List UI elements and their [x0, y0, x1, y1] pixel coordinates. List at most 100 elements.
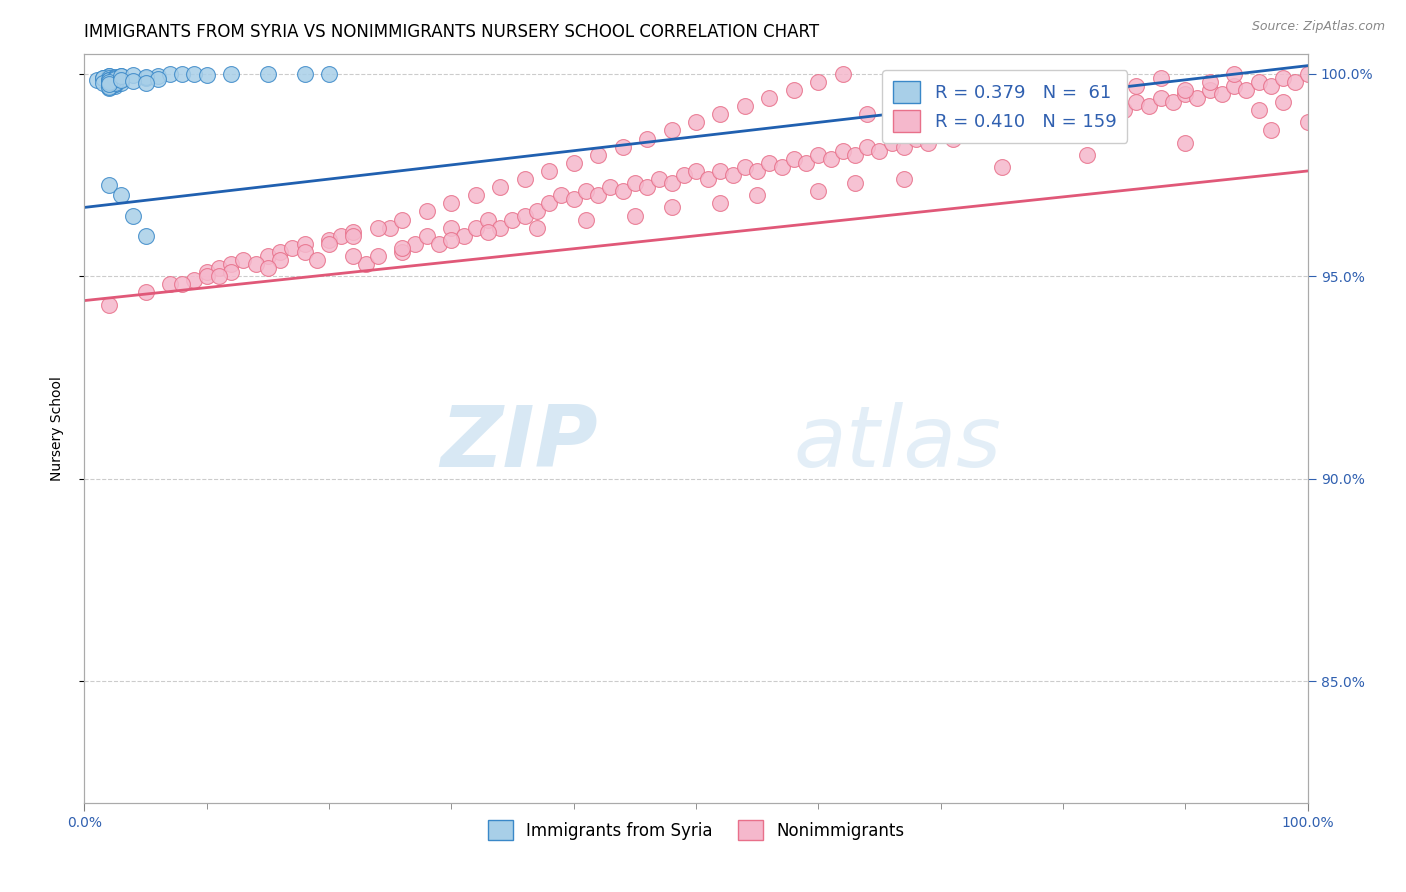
Point	[380, 220, 402, 235]
Point	[146, 71, 169, 86]
Point	[1125, 95, 1147, 109]
Point	[318, 67, 340, 81]
Point	[477, 212, 499, 227]
Point	[820, 152, 842, 166]
Point	[697, 172, 720, 186]
Point	[257, 261, 280, 276]
Point	[245, 257, 267, 271]
Point	[318, 233, 340, 247]
Point	[783, 83, 806, 97]
Point	[440, 233, 463, 247]
Point	[807, 184, 830, 198]
Point	[1101, 99, 1123, 113]
Point	[1028, 87, 1050, 101]
Point	[97, 178, 120, 193]
Point	[208, 261, 231, 276]
Point	[172, 67, 194, 81]
Point	[1125, 78, 1147, 93]
Point	[1296, 115, 1319, 129]
Point	[575, 184, 598, 198]
Point	[831, 144, 853, 158]
Point	[294, 236, 316, 251]
Point	[538, 196, 561, 211]
Point	[1211, 87, 1233, 101]
Point	[794, 156, 817, 170]
Text: ZIP: ZIP	[440, 401, 598, 484]
Point	[159, 277, 181, 292]
Point	[489, 180, 512, 194]
Point	[97, 78, 120, 92]
Point	[183, 67, 205, 81]
Point	[709, 196, 731, 211]
Point	[122, 68, 145, 82]
Point	[770, 160, 793, 174]
Point	[599, 180, 621, 194]
Point	[538, 164, 561, 178]
Point	[122, 209, 145, 223]
Point	[893, 172, 915, 186]
Point	[97, 70, 120, 85]
Point	[104, 77, 127, 91]
Point	[110, 188, 132, 202]
Point	[1028, 112, 1050, 126]
Point	[318, 236, 340, 251]
Point	[1137, 99, 1160, 113]
Point	[1150, 70, 1173, 85]
Point	[391, 244, 413, 259]
Point	[195, 269, 218, 284]
Point	[104, 71, 127, 86]
Point	[721, 168, 744, 182]
Point	[783, 152, 806, 166]
Point	[1002, 115, 1025, 129]
Point	[427, 236, 450, 251]
Point	[219, 67, 242, 81]
Point	[807, 75, 830, 89]
Point	[612, 139, 634, 153]
Point	[562, 156, 585, 170]
Point	[1161, 95, 1184, 109]
Point	[929, 120, 952, 134]
Point	[1260, 123, 1282, 137]
Point	[586, 188, 609, 202]
Text: atlas: atlas	[794, 401, 1002, 484]
Point	[1174, 83, 1197, 97]
Point	[856, 139, 879, 153]
Point	[1002, 95, 1025, 109]
Point	[1247, 75, 1270, 89]
Point	[257, 249, 280, 263]
Point	[342, 249, 364, 263]
Point	[1076, 148, 1098, 162]
Point	[1198, 75, 1220, 89]
Point	[1223, 67, 1246, 81]
Point	[489, 220, 512, 235]
Point	[917, 136, 939, 150]
Point	[104, 74, 127, 88]
Point	[1052, 107, 1074, 121]
Point	[1064, 112, 1087, 126]
Point	[758, 156, 780, 170]
Point	[453, 228, 475, 243]
Point	[648, 172, 671, 186]
Point	[104, 78, 127, 93]
Point	[91, 70, 114, 85]
Point	[97, 69, 120, 83]
Point	[734, 160, 756, 174]
Point	[91, 70, 114, 85]
Point	[636, 180, 658, 194]
Point	[257, 67, 280, 81]
Point	[953, 112, 976, 126]
Point	[232, 253, 254, 268]
Point	[966, 128, 988, 142]
Point	[1076, 70, 1098, 85]
Point	[526, 220, 548, 235]
Point	[104, 77, 127, 91]
Point	[110, 71, 132, 86]
Point	[661, 176, 683, 190]
Point	[97, 73, 120, 87]
Point	[104, 70, 127, 85]
Point	[586, 148, 609, 162]
Point	[110, 69, 132, 83]
Y-axis label: Nursery School: Nursery School	[49, 376, 63, 481]
Point	[97, 71, 120, 86]
Point	[502, 212, 524, 227]
